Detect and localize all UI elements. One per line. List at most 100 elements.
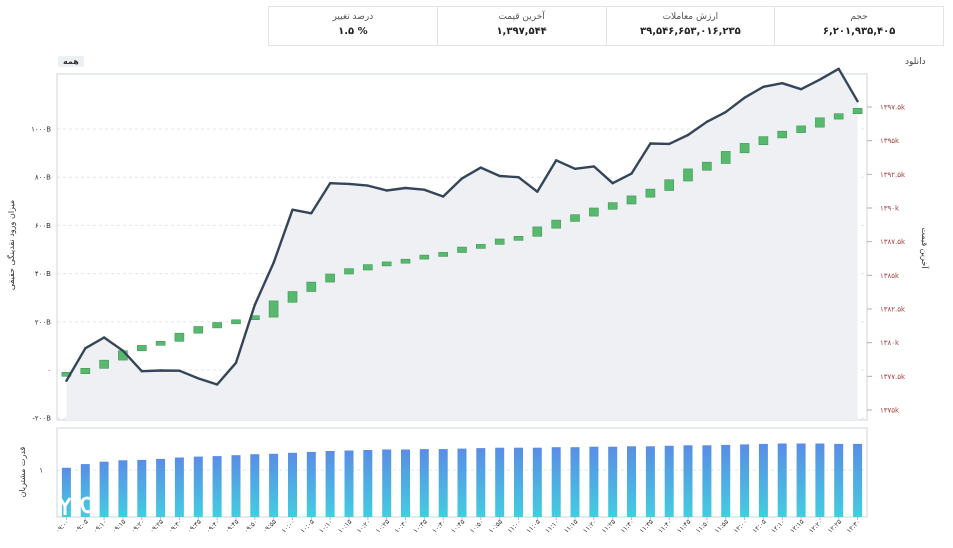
price-candle xyxy=(532,226,543,237)
price-candle xyxy=(438,252,449,257)
price-candle xyxy=(80,367,91,374)
buyer-power-bar xyxy=(796,443,806,517)
x-tick-label: ۱۱:۱۰ xyxy=(544,518,561,535)
price-candle xyxy=(664,179,675,191)
stat-change-percent: درصد تغییر ۱.۵ % xyxy=(269,7,437,45)
left-tick-label: ۶۰۰B xyxy=(35,222,51,230)
x-tick-label: ۰۹:۳۰ xyxy=(167,518,184,535)
x-tick-label: ۱۲:۱۰ xyxy=(770,518,787,535)
buyer-power-bar xyxy=(815,443,825,517)
buyer-power-bar xyxy=(777,443,787,517)
buyer-power-bar xyxy=(589,446,599,517)
price-candle xyxy=(212,322,222,329)
buyer-power-bar xyxy=(664,445,674,517)
x-tick-label: ۰۹:۱۵ xyxy=(110,517,127,534)
buyer-power-bar xyxy=(212,456,222,517)
price-candle xyxy=(494,238,505,245)
inflow-point xyxy=(856,100,859,103)
buyer-power-bar xyxy=(118,460,128,517)
inflow-point xyxy=(347,182,351,186)
price-candle xyxy=(475,244,486,249)
x-tick-label: ۱۱:۵۰ xyxy=(694,518,711,535)
x-tick-label: ۰۹:۵۵ xyxy=(261,517,278,534)
inflow-point xyxy=(630,172,633,175)
x-tick-label: ۱۰:۳۵ xyxy=(412,517,429,534)
price-candle xyxy=(381,261,392,267)
inflow-point xyxy=(592,165,596,168)
price-candle xyxy=(815,117,825,128)
x-tick-label: ۱۱:۵۵ xyxy=(713,517,730,534)
stat-trade-value: ارزش معاملات ۳۹,۵۴۶,۶۵۳,۰۱۶,۲۳۵ xyxy=(605,7,775,45)
buyer-power-bar xyxy=(419,449,429,517)
download-button[interactable]: دانلود xyxy=(905,57,926,67)
stat-value: ۱.۵ % xyxy=(338,26,368,37)
stat-volume: حجم ۶,۲۰۱,۹۳۵,۴۰۵ xyxy=(774,7,943,45)
stat-value: ۶,۲۰۱,۹۳۵,۴۰۵ xyxy=(822,26,896,37)
x-tick-label: ۱۰:۴۰ xyxy=(431,518,448,535)
x-tick-label: ۱۱:۴۵ xyxy=(675,517,692,534)
inflow-point xyxy=(423,188,426,191)
inflow-point xyxy=(291,208,294,211)
buyer-power-bar xyxy=(495,447,505,517)
stat-last-price: آخرین قیمت ۱,۳۹۷,۵۴۴ xyxy=(436,7,606,45)
right-tick-label: ۱۳۸۵k xyxy=(880,272,900,280)
buyer-power-bar xyxy=(193,456,203,517)
inflow-point xyxy=(498,174,501,178)
price-candle xyxy=(419,254,430,260)
inflow-point xyxy=(743,96,746,99)
x-tick-label: ۱۱:۳۰ xyxy=(619,518,636,535)
inflow-point xyxy=(197,377,200,380)
stats-panel: درصد تغییر ۱.۵ % آخرین قیمت ۱,۳۹۷,۵۴۴ ار… xyxy=(268,6,944,46)
price-candle xyxy=(99,359,109,369)
inflow-point xyxy=(178,369,181,372)
buyer-power-bar xyxy=(99,461,109,517)
buyer-power-bar xyxy=(288,452,297,517)
buyer-power-bar xyxy=(137,459,147,517)
price-candle xyxy=(137,345,147,352)
price-candle xyxy=(155,340,166,346)
price-candle xyxy=(852,108,863,115)
price-candle xyxy=(626,195,637,205)
x-tick-label: ۰۹:۴۵ xyxy=(223,517,240,534)
price-candle xyxy=(833,113,844,120)
range-all-button[interactable]: همه xyxy=(58,56,84,67)
left-tick-label: ۲۰۰B xyxy=(35,318,51,326)
price-candle xyxy=(193,326,204,334)
inflow-point xyxy=(724,110,727,114)
watermark-icon xyxy=(28,492,91,522)
inflow-point xyxy=(102,336,106,339)
buyer-power-bar xyxy=(551,447,561,517)
price-candle xyxy=(796,125,806,133)
buyer-power-bar xyxy=(702,445,712,517)
x-tick-label: ۱۰:۰۰ xyxy=(280,518,297,535)
buyer-power-bar xyxy=(438,449,448,517)
left-tick-label: ۱۰۰۰B xyxy=(31,126,51,134)
buyer-power-bar xyxy=(269,453,279,517)
x-tick-label: ۱۱:۳۵ xyxy=(638,517,655,534)
buyer-power-bar xyxy=(382,449,392,517)
price-candle xyxy=(362,264,373,271)
inflow-point xyxy=(272,261,275,264)
inflow-area xyxy=(66,68,858,421)
price-candle xyxy=(325,273,335,283)
price-candle xyxy=(306,281,317,292)
buyer-power-bar xyxy=(306,451,316,517)
price-candle xyxy=(777,130,788,139)
inflow-point xyxy=(649,142,652,145)
buyer-power-bar xyxy=(608,446,618,517)
buyer-power-bar xyxy=(834,443,844,517)
inflow-point xyxy=(686,133,690,137)
x-tick-label: ۱۰:۳۰ xyxy=(393,518,410,535)
inflow-point xyxy=(668,142,671,146)
left-tick-label: ۴۰۰B xyxy=(35,270,51,278)
x-tick-label: ۱۰:۵۰ xyxy=(468,518,485,535)
inflow-point xyxy=(818,78,822,81)
x-tick-label: ۱۰:۵۵ xyxy=(487,517,504,534)
left-tick-label: ۸۰۰B xyxy=(35,174,51,182)
inflow-point xyxy=(573,167,577,170)
buyer-power-bar xyxy=(476,448,486,517)
stat-label: آخرین قیمت xyxy=(498,12,545,22)
inflow-point xyxy=(253,303,256,307)
x-tick-label: ۱۰:۱۰ xyxy=(317,518,334,535)
buyer-power-bar xyxy=(758,443,768,517)
